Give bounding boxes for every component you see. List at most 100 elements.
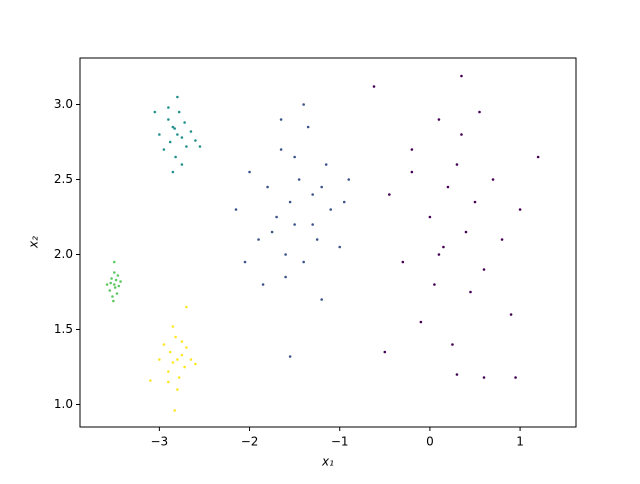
point [112, 283, 116, 286]
point [189, 130, 193, 133]
y-tick-label: 2.0 [54, 247, 73, 261]
point [279, 148, 283, 151]
plot-frame [79, 57, 577, 428]
point [324, 163, 328, 166]
point [446, 185, 450, 189]
point [109, 281, 112, 285]
point [275, 215, 278, 219]
point [464, 230, 468, 234]
x-tick-label: −3 [151, 435, 169, 449]
point [194, 139, 197, 142]
point [315, 238, 319, 241]
point [110, 277, 113, 280]
point [176, 388, 179, 391]
point [433, 283, 436, 286]
point [460, 74, 463, 78]
point [455, 373, 459, 376]
point [153, 110, 157, 114]
point [329, 208, 333, 211]
point [112, 299, 115, 303]
point [189, 358, 193, 361]
point [288, 355, 292, 358]
point [176, 95, 179, 99]
point [248, 170, 251, 174]
point [185, 346, 188, 349]
point [108, 289, 112, 292]
x-axis-label: x₁ [321, 455, 334, 469]
point [183, 121, 186, 124]
point [171, 325, 175, 328]
point [473, 200, 477, 204]
point [113, 286, 117, 289]
point [410, 170, 414, 174]
point [437, 118, 441, 121]
point [171, 361, 175, 364]
point [469, 290, 472, 294]
point [293, 223, 296, 226]
point [180, 353, 184, 357]
point [270, 230, 274, 234]
y-tick-label: 1.5 [54, 322, 73, 336]
point [509, 313, 513, 316]
x-tick-label: 0 [426, 435, 434, 449]
point [162, 343, 166, 346]
point [116, 274, 120, 277]
point [180, 340, 184, 343]
point [183, 365, 186, 369]
point [111, 295, 114, 298]
point [171, 170, 175, 174]
point [158, 358, 161, 361]
point [119, 280, 122, 283]
point [176, 358, 179, 361]
point [266, 185, 269, 189]
point [338, 245, 342, 249]
y-tick-label: 3.0 [54, 97, 73, 111]
point [306, 125, 310, 129]
point [536, 155, 540, 159]
point [311, 193, 314, 196]
point [297, 178, 301, 181]
y-tick-label: 1.0 [54, 397, 73, 411]
point [112, 260, 116, 264]
point [302, 103, 305, 106]
point [261, 283, 265, 286]
point [388, 193, 391, 196]
point [428, 215, 432, 219]
point [176, 133, 179, 136]
point [168, 350, 172, 354]
point [284, 275, 287, 279]
point [194, 362, 197, 366]
point [442, 245, 445, 249]
point [372, 85, 376, 88]
point [293, 155, 296, 159]
point [347, 178, 351, 181]
point [482, 376, 486, 379]
point [158, 133, 161, 136]
point [383, 350, 387, 354]
point [342, 200, 346, 204]
point [174, 335, 177, 339]
point [112, 271, 116, 274]
y-tick-label: 2.5 [54, 172, 73, 186]
point [173, 127, 176, 130]
point [114, 278, 118, 282]
point [173, 409, 176, 412]
point [167, 106, 170, 109]
point [451, 343, 454, 346]
point [177, 376, 181, 379]
point [149, 379, 152, 382]
point [167, 118, 170, 121]
point [177, 110, 181, 114]
x-tick-label: 1 [516, 435, 524, 449]
point [302, 260, 305, 264]
point [171, 125, 175, 129]
point [500, 238, 504, 241]
point [482, 268, 486, 271]
point [180, 136, 184, 139]
point [320, 298, 323, 301]
point [455, 163, 459, 166]
point [419, 320, 423, 324]
point [491, 178, 495, 181]
point [117, 284, 121, 288]
point [167, 380, 170, 384]
